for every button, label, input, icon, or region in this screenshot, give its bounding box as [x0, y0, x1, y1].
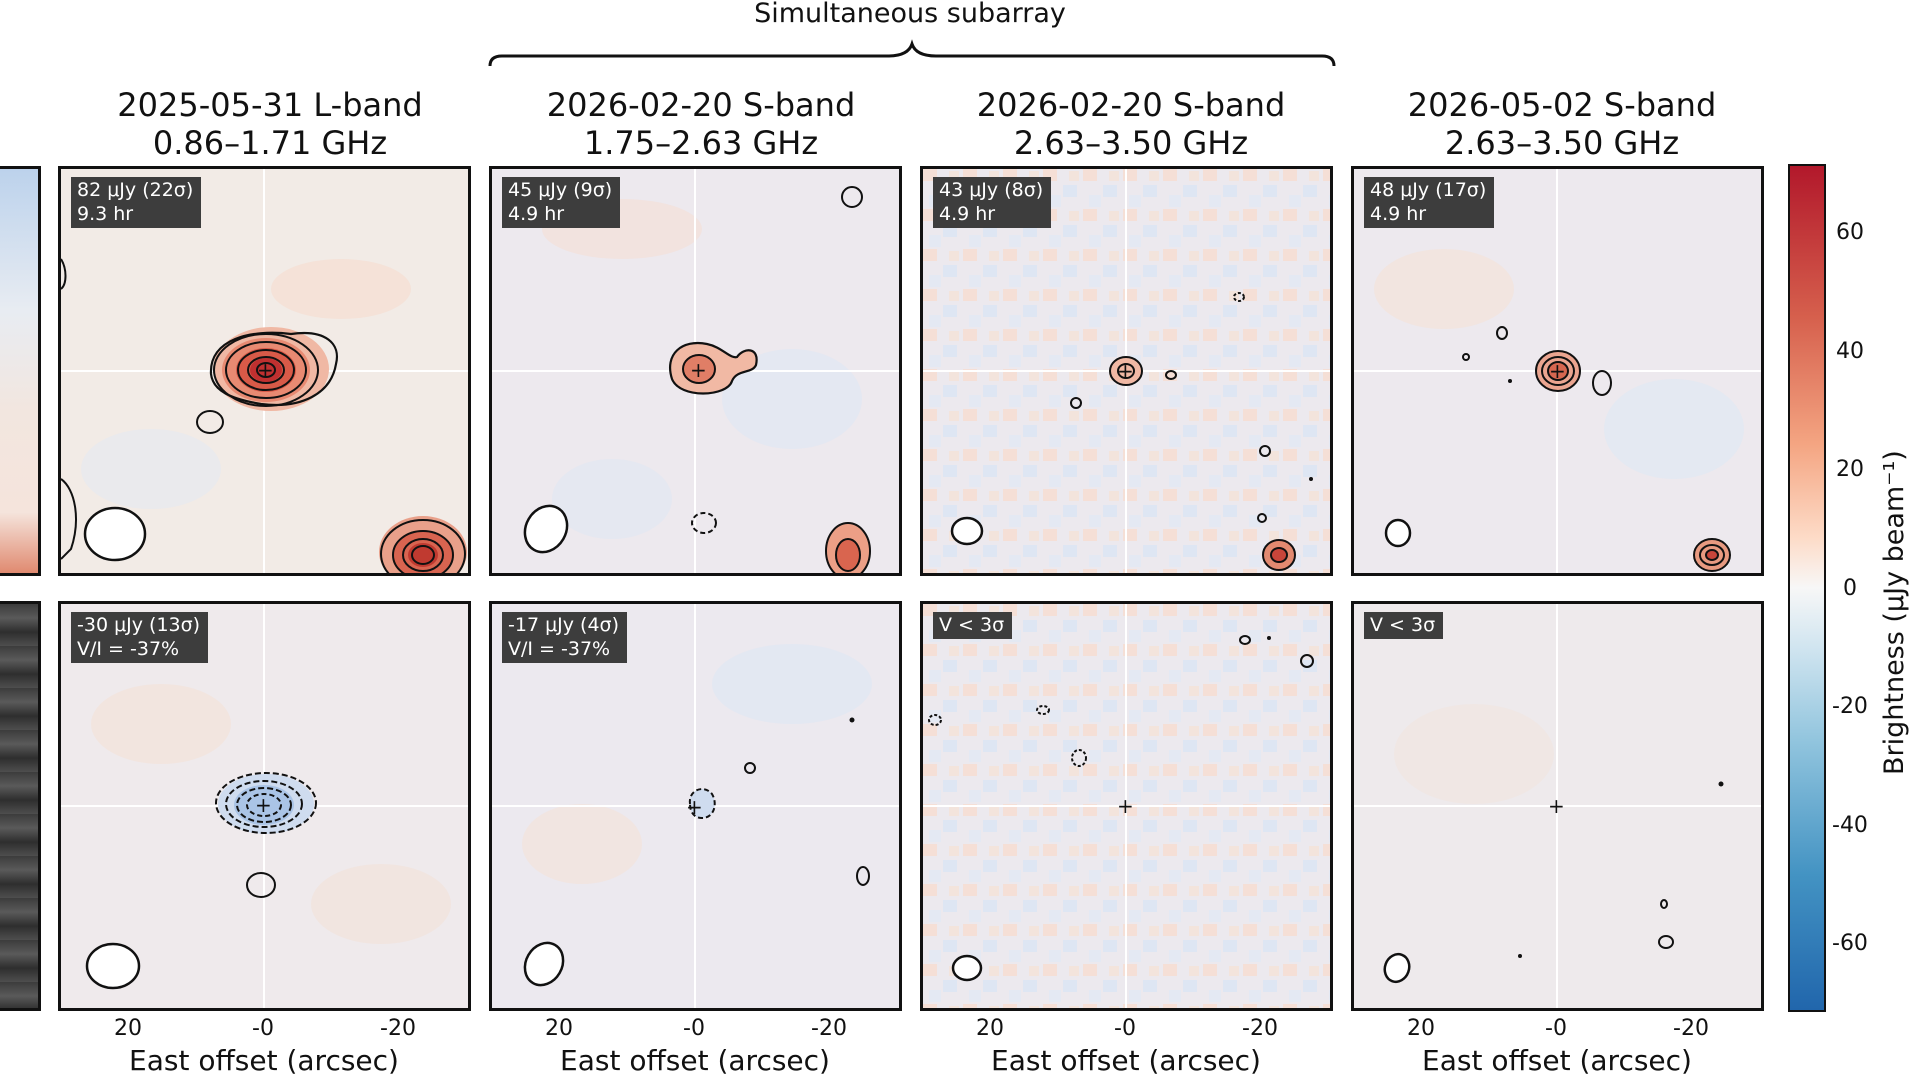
- x-tick-label: -0: [252, 1016, 274, 1041]
- x-tick-label: 20: [976, 1016, 1004, 1041]
- x-tick-label: -0: [683, 1016, 705, 1041]
- x-tick-label: 20: [545, 1016, 573, 1041]
- svg-text:+: +: [690, 358, 707, 382]
- panel-top-sband-late: + 48 μJy (17σ) 4.9 hr: [1351, 166, 1764, 576]
- x-tick-label: -0: [1114, 1016, 1136, 1041]
- x-tick-label: -20: [811, 1016, 847, 1041]
- panel-bottom-sband-late-plot: +: [1354, 604, 1761, 1008]
- colorbar-label: Brightness (μJy beam⁻¹): [1879, 450, 1910, 775]
- x-tick-label: -20: [1242, 1016, 1278, 1041]
- panel-bottom-lband: + -30 μJy (13σ) V/I = -37%: [58, 601, 471, 1011]
- panel-bottom-sband-high: + V < 3σ: [920, 601, 1333, 1011]
- column-title-4: 2026-05-02 S-band 2.63–3.50 GHz: [1407, 86, 1717, 162]
- colorbar-tick: 0: [1843, 576, 1857, 601]
- column-title-1: 2025-05-31 L-band 0.86–1.71 GHz: [117, 86, 423, 162]
- subarray-label: Simultaneous subarray: [754, 0, 1066, 29]
- svg-text:+: +: [255, 793, 272, 817]
- panel-bottom-lband-plot: +: [61, 604, 468, 1008]
- stokes-v-badge: -17 μJy (4σ) V/I = -37%: [502, 612, 628, 663]
- panel-top-sband-high: + 43 μJy (8σ) 4.9 hr: [920, 166, 1333, 576]
- panel-bottom-sband-late: + V < 3σ: [1351, 601, 1764, 1011]
- x-tick-label: 20: [1407, 1016, 1435, 1041]
- svg-text:+: +: [257, 358, 274, 382]
- x-tick-label: -20: [380, 1016, 416, 1041]
- colorbar-tick: 20: [1836, 457, 1864, 482]
- colorbar-tick: -40: [1832, 813, 1868, 838]
- stokes-v-badge: V < 3σ: [933, 612, 1013, 639]
- left-partial-panel-bottom: [0, 601, 41, 1011]
- panel-top-sband-high-plot: +: [923, 169, 1330, 573]
- x-tick-label: -20: [1673, 1016, 1709, 1041]
- subarray-bracket: [488, 39, 1336, 67]
- flux-badge: 48 μJy (17σ) 4.9 hr: [1364, 177, 1495, 228]
- colorbar: [1788, 164, 1826, 1012]
- x-axis-label: East offset (arcsec): [1422, 1044, 1692, 1077]
- x-tick-label: 20: [114, 1016, 142, 1041]
- stokes-v-badge: V < 3σ: [1364, 612, 1444, 639]
- colorbar-tick: -20: [1832, 694, 1868, 719]
- panel-top-lband-plot: +: [61, 169, 468, 573]
- flux-badge: 43 μJy (8σ) 4.9 hr: [933, 177, 1052, 228]
- flux-badge: 45 μJy (9σ) 4.9 hr: [502, 177, 621, 228]
- panel-top-sband-low: + 45 μJy (9σ) 4.9 hr: [489, 166, 902, 576]
- colorbar-tick: 60: [1836, 220, 1864, 245]
- column-title-2: 2026-02-20 S-band 1.75–2.63 GHz: [546, 86, 856, 162]
- x-axis-label: East offset (arcsec): [560, 1044, 830, 1077]
- colorbar-tick: 40: [1836, 339, 1864, 364]
- panel-top-sband-low-plot: +: [492, 169, 899, 573]
- svg-text:+: +: [1548, 794, 1565, 818]
- colorbar-tick: -60: [1832, 931, 1868, 956]
- x-axis-label: East offset (arcsec): [129, 1044, 399, 1077]
- column-title-3: 2026-02-20 S-band 2.63–3.50 GHz: [976, 86, 1286, 162]
- x-axis-label: East offset (arcsec): [991, 1044, 1261, 1077]
- svg-text:+: +: [686, 795, 703, 819]
- panel-bottom-sband-low: + -17 μJy (4σ) V/I = -37%: [489, 601, 902, 1011]
- panel-bottom-sband-high-plot: +: [923, 604, 1330, 1008]
- svg-text:+: +: [1117, 794, 1134, 818]
- left-partial-panel-top: [0, 166, 41, 576]
- svg-text:+: +: [1117, 359, 1134, 383]
- panel-bottom-sband-low-plot: +: [492, 604, 899, 1008]
- panel-top-lband: + 82 μJy (22σ) 9.3 hr: [58, 166, 471, 576]
- x-tick-label: -0: [1545, 1016, 1567, 1041]
- stokes-v-badge: -30 μJy (13σ) V/I = -37%: [71, 612, 209, 663]
- svg-text:+: +: [1549, 359, 1566, 383]
- panel-top-sband-late-plot: +: [1354, 169, 1761, 573]
- flux-badge: 82 μJy (22σ) 9.3 hr: [71, 177, 202, 228]
